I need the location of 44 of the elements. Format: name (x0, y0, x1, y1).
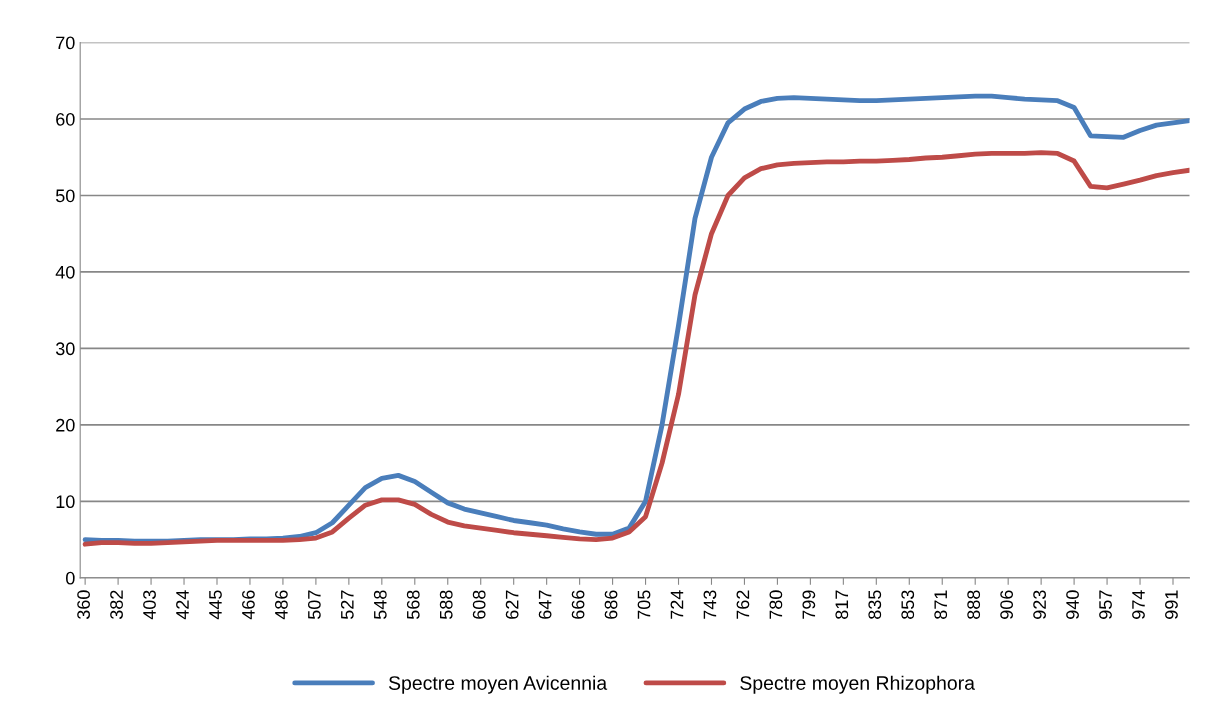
x-tick-label: 507 (307, 590, 321, 620)
x-tick-label: 403 (143, 590, 156, 620)
x-tick-label: 923 (1033, 590, 1046, 619)
y-tick-label: 20 (56, 418, 75, 432)
x-tick-label: 627 (505, 590, 519, 619)
x-tick-label: 686 (604, 590, 618, 619)
x-tick-label: 817 (835, 590, 849, 619)
x-tick-label: 588 (439, 590, 453, 620)
x-tick-label: 548 (373, 590, 387, 620)
x-tick-label: 608 (472, 590, 486, 619)
x-tick-label: 486 (274, 590, 288, 620)
y-tick-label: 60 (56, 112, 75, 126)
y-tick-label: 70 (56, 36, 75, 50)
x-tick-label: 705 (637, 590, 651, 619)
y-tick-label: 0 (65, 571, 75, 585)
x-tick-label: 724 (670, 590, 684, 619)
x-tick-label: 743 (703, 590, 717, 619)
x-tick-label: 568 (406, 590, 420, 620)
x-tick-label: 853 (901, 590, 915, 619)
x-tick-label: 360 (77, 590, 90, 620)
legend-label: Spectre moyen Avicennia (388, 675, 608, 694)
x-tick-label: 974 (1132, 590, 1145, 619)
y-tick-label: 30 (55, 342, 75, 356)
x-tick-label: 445 (209, 590, 222, 620)
x-tick-label: 527 (340, 590, 354, 620)
x-tick-label: 799 (802, 590, 816, 619)
y-tick-label: 50 (55, 189, 75, 203)
x-tick-label: 780 (769, 590, 783, 619)
x-tick-label: 871 (934, 590, 948, 619)
x-tick-label: 762 (736, 590, 750, 619)
legend-label: Spectre moyen Rhizophora (740, 675, 975, 694)
y-tick-label: 40 (55, 265, 75, 279)
x-tick-label: 940 (1066, 590, 1079, 619)
x-tick-label: 888 (967, 590, 981, 619)
x-tick-label: 957 (1099, 590, 1112, 619)
x-tick-label: 991 (1165, 590, 1178, 619)
x-tick-label: 666 (571, 590, 585, 619)
x-tick-label: 382 (110, 590, 123, 620)
x-tick-label: 835 (868, 590, 882, 619)
x-tick-label: 906 (1000, 590, 1014, 619)
x-tick-label: 647 (538, 590, 552, 619)
x-tick-label: 466 (242, 590, 255, 620)
x-tick-label: 424 (176, 590, 189, 620)
y-tick-label: 10 (56, 495, 75, 509)
